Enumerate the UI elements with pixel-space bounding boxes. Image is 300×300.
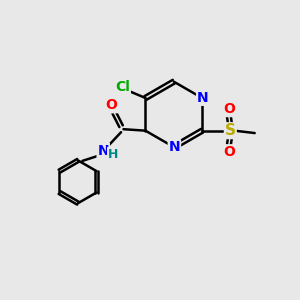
Text: O: O	[105, 98, 117, 112]
Text: H: H	[108, 148, 118, 161]
Text: O: O	[223, 145, 235, 159]
Text: N: N	[98, 144, 109, 158]
Text: N: N	[197, 91, 208, 105]
Text: S: S	[225, 123, 236, 138]
Text: O: O	[223, 102, 235, 116]
Text: N: N	[169, 140, 180, 154]
Text: Cl: Cl	[115, 80, 130, 94]
